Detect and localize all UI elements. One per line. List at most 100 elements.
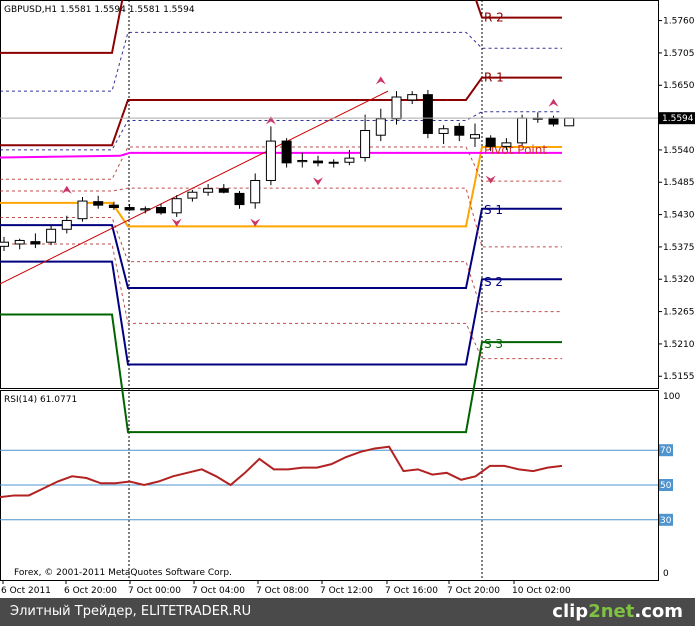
- current-price-label: 1.5594: [662, 114, 694, 124]
- time-label-2: 7 Oct 00:00: [128, 586, 181, 596]
- candle-body-5: [77, 200, 88, 220]
- pivot-line-s-2: [0, 260, 562, 366]
- candle-body-13: [203, 188, 214, 193]
- candle-body-15: [234, 192, 245, 206]
- mid-level-1: [0, 111, 562, 151]
- candle-body-25: [391, 96, 402, 120]
- moving-average-line: [0, 151, 562, 159]
- candle-body-27: [422, 94, 433, 134]
- candle-body-35: [548, 117, 559, 125]
- candle-body-30: [470, 134, 480, 139]
- candle-body-8: [124, 207, 135, 211]
- candle-body-29: [454, 125, 465, 136]
- current-price-box: [659, 112, 695, 125]
- candle-body-24: [375, 118, 386, 136]
- pivot-line-r-1: [0, 76, 562, 147]
- price-tick-label-5: 1.5485: [663, 178, 695, 188]
- main-pane-frame: [0, 0, 659, 389]
- footer-site-label: Элитный Трейдер, ELITETRADER.RU: [10, 604, 252, 619]
- price-tick-label-4: 1.5540: [663, 146, 695, 156]
- mid-level-3: [0, 187, 562, 248]
- fractal-up-2: [375, 76, 386, 85]
- logo-part-clip: clip: [552, 601, 589, 622]
- pivot-label-r-1: R 1: [484, 71, 504, 85]
- candle-body-28: [438, 128, 449, 134]
- candle-body-20: [313, 160, 323, 164]
- time-label-5: 7 Oct 12:00: [320, 586, 373, 596]
- rsi-level-label-30: 30: [660, 516, 672, 526]
- copyright-text: Forex, © 2001-2011 MetaQuotes Software C…: [14, 568, 232, 578]
- candle-body-9: [140, 208, 151, 211]
- candle-body-26: [407, 94, 418, 101]
- logo-part-2net: 2net: [588, 601, 635, 622]
- rsi-level-label-50: 50: [660, 481, 672, 491]
- pivot-line-r-2: [0, 0, 562, 54]
- pivot-line-s-3: [0, 313, 562, 434]
- rsi-level-box-50: [659, 479, 673, 491]
- clip2net-logo[interactable]: clip2net.com: [552, 601, 683, 622]
- pivot-label-pivot-point: Pivot Point: [484, 143, 547, 157]
- candle-body-2: [30, 241, 41, 245]
- candle-body-33: [517, 117, 528, 144]
- fractal-down-1: [250, 218, 261, 227]
- candle-body-10: [156, 207, 166, 214]
- candle-body-21: [328, 161, 339, 164]
- rsi-tick-100: 100: [663, 392, 680, 402]
- time-label-0: 6 Oct 2011: [1, 586, 51, 596]
- candle-body-16: [250, 179, 261, 204]
- footer-bar: Элитный Трейдер, ELITETRADER.RU clip2net…: [0, 598, 695, 626]
- price-tick-label-8: 1.5320: [663, 275, 695, 285]
- candle-body-18: [281, 140, 292, 164]
- rsi-level-label-70: 70: [660, 446, 672, 456]
- candle-body-31: [485, 137, 496, 147]
- fractal-down-3: [485, 175, 496, 184]
- candle-body-3: [46, 228, 57, 243]
- time-label-3: 7 Oct 04:00: [192, 586, 245, 596]
- price-tick-label-0: 1.5760: [663, 17, 695, 27]
- fractal-up-1: [265, 116, 276, 125]
- rsi-line: [0, 445, 563, 499]
- candle-body-19: [297, 159, 308, 163]
- rsi-tick-0: 0: [663, 569, 669, 579]
- pivot-label-r-2: R 2: [484, 11, 504, 25]
- mid-level-0: [0, 31, 562, 92]
- pivot-line-s-1: [0, 207, 562, 290]
- time-label-8: 10 Oct 02:00: [512, 586, 571, 596]
- price-tick-label-6: 1.5430: [663, 211, 695, 221]
- time-label-7: 7 Oct 20:00: [447, 586, 500, 596]
- fractal-down-0: [171, 218, 182, 227]
- rsi-label: RSI(14) 61.0771: [4, 395, 77, 405]
- price-tick-label-10: 1.5210: [663, 340, 695, 350]
- chart-header: GBPUSD,H1 1.5581 1.5594 1.5581 1.5594: [4, 5, 195, 15]
- time-label-1: 6 Oct 20:00: [64, 586, 117, 596]
- candle-body-4: [61, 219, 72, 230]
- pivot-label-s-2: S 2: [484, 275, 503, 289]
- candle-body-36: [564, 117, 575, 127]
- candle-body-11: [171, 198, 182, 214]
- pivot-label-s-1: S 1: [484, 203, 503, 217]
- candle-body-7: [108, 204, 119, 209]
- candle-body-0: [0, 241, 9, 247]
- mid-level-5: [0, 243, 562, 360]
- time-label-6: 7 Oct 16:00: [385, 586, 438, 596]
- logo-part-com: .com: [634, 601, 683, 622]
- candlestick-chart: R 2 R 1 Pivot Point S 1 S 2 S 3 GBPUSD,H1 1.55…: [0, 0, 695, 596]
- candle-body-22: [344, 157, 355, 163]
- fractal-up-0: [61, 185, 72, 194]
- trend-line: [0, 90, 389, 285]
- price-tick-label-11: 1.5155: [663, 372, 695, 382]
- price-tick-label-7: 1.5375: [663, 243, 695, 253]
- candle-body-32: [501, 142, 512, 147]
- time-label-4: 7 Oct 08:00: [256, 586, 309, 596]
- fractal-down-2: [313, 177, 323, 186]
- rsi-level-box-30: [659, 513, 673, 526]
- candle-body-14: [218, 188, 229, 193]
- candle-body-1: [14, 239, 25, 245]
- price-tick-label-9: 1.5265: [663, 308, 695, 318]
- candle-body-23: [360, 130, 371, 159]
- candle-body-17: [265, 140, 276, 181]
- price-tick-label-1: 1.5705: [663, 49, 695, 59]
- candle-body-12: [187, 191, 198, 199]
- candle-body-6: [93, 201, 104, 206]
